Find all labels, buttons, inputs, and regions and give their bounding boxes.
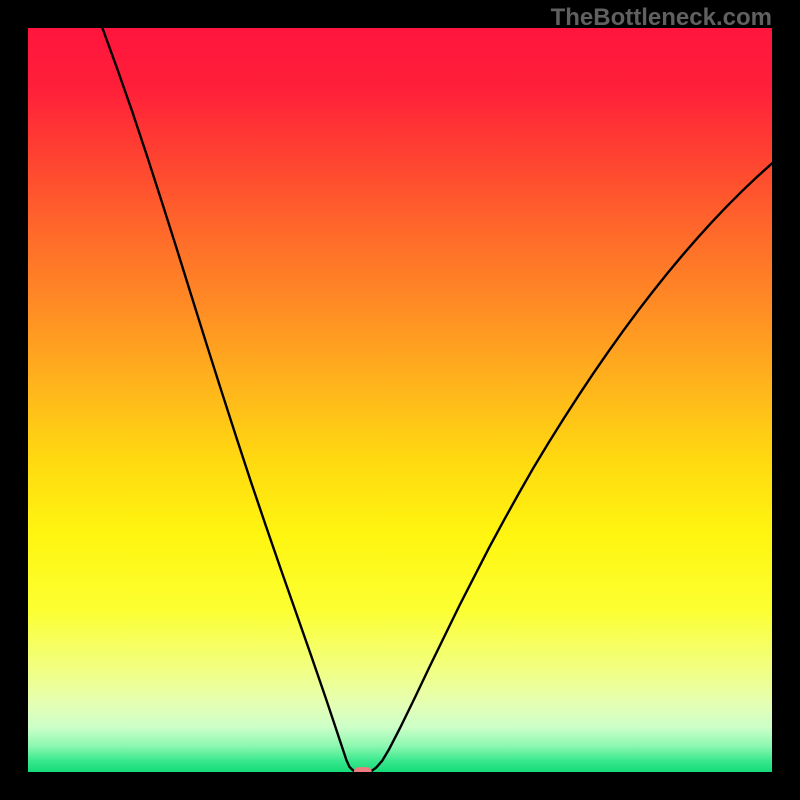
chart-frame: TheBottleneck.com [0, 0, 800, 800]
plot-area [28, 28, 772, 772]
vertex-marker [354, 767, 372, 772]
chart-svg [28, 28, 772, 772]
plot-background [28, 28, 772, 772]
